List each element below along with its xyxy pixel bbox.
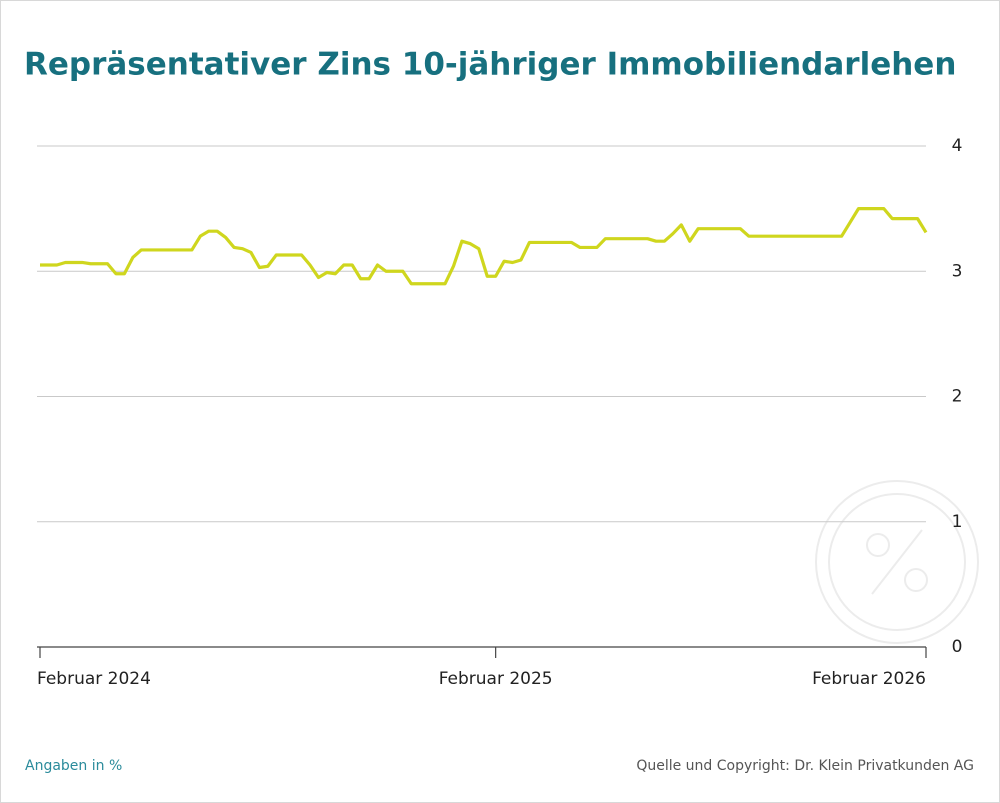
data-line (40, 207, 928, 286)
source-note: Quelle und Copyright: Dr. Klein Privatku… (636, 758, 974, 774)
y-tick-label: 4 (952, 136, 963, 156)
y-tick-label: 0 (952, 637, 963, 657)
watermark (815, 480, 979, 644)
y-tick-label: 1 (952, 512, 963, 532)
x-tick-label: Februar 2026 (812, 669, 926, 689)
unit-note: Angaben in % (25, 758, 122, 774)
y-tick-label: 2 (952, 387, 963, 407)
x-tick-label: Februar 2025 (439, 669, 553, 689)
x-tick-label: Februar 2024 (37, 669, 151, 689)
y-tick-label: 3 (952, 261, 963, 281)
chart-title: Repräsentativer Zins 10-jähriger Immobil… (24, 47, 956, 83)
